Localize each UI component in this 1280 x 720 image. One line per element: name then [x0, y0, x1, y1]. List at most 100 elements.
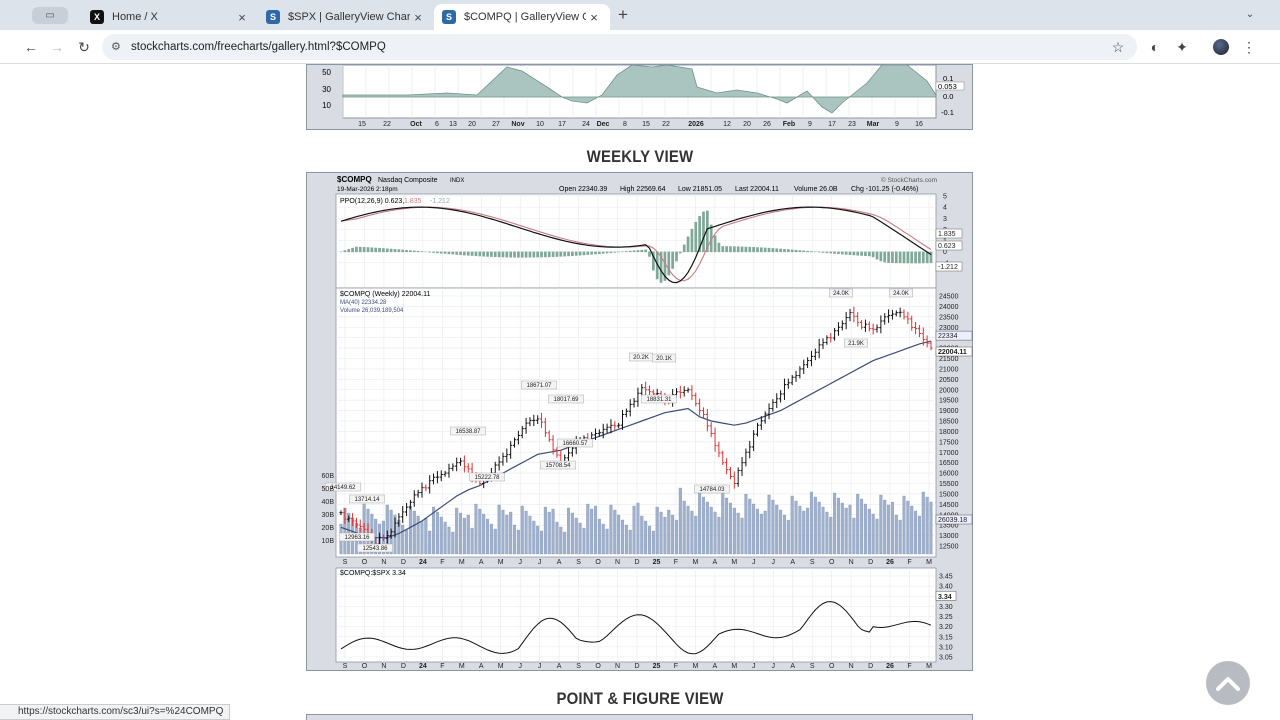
daily-x-label: 22 [383, 121, 391, 128]
price-tick: 24000 [939, 304, 959, 311]
weekly-x-label: A [479, 663, 484, 670]
ratio-label: $COMPQ:$SPX 3.34 [340, 570, 406, 577]
volume-bar [925, 496, 929, 555]
bookmark-star-icon[interactable]: ☆ [1111, 39, 1125, 55]
back-arrow-icon[interactable]: ← [24, 39, 38, 55]
tab-compq-gallery[interactable]: S $COMPQ | GalleryView Chart × [434, 4, 610, 30]
volume-bar [701, 496, 705, 555]
weekly-x-label: 24 [419, 559, 427, 566]
ppo-histogram-bar [628, 250, 632, 253]
volume-bar [887, 504, 891, 555]
ppo-histogram-bar [598, 251, 601, 254]
price-annotation: 18017.69 [553, 397, 579, 403]
new-tab-button[interactable]: + [618, 5, 628, 24]
ppo-histogram-bar [860, 251, 863, 256]
weekly-x-label: M [498, 663, 504, 670]
extensions-puzzle-icon[interactable]: ✦ [1176, 39, 1188, 55]
site-info-icon[interactable]: ⚙ [111, 41, 121, 53]
weekly-x-label: M [926, 559, 932, 566]
ppo-histogram-bar [925, 251, 929, 264]
x-logo-icon: X [90, 10, 104, 24]
close-tab-icon[interactable]: × [590, 9, 598, 25]
browser-menu-icon[interactable]: ⋮ [1242, 39, 1256, 55]
volume-bar [582, 527, 586, 555]
volume-bar [898, 519, 902, 555]
daily-x-label: 9 [895, 121, 899, 128]
reload-icon[interactable]: ↻ [78, 39, 90, 55]
tab-list-chevron-icon[interactable]: ⌄ [1245, 9, 1255, 20]
ppo-tick: 3 [943, 216, 947, 223]
ppo-histogram-bar [894, 251, 898, 264]
ppo-histogram-bar [605, 251, 609, 254]
ppo-histogram-bar [466, 251, 470, 256]
ppo-histogram-bar [378, 247, 381, 253]
tab-home-x[interactable]: X Home / X × [82, 4, 258, 30]
daily-x-label: Dec [597, 121, 610, 128]
volume-bar [470, 527, 474, 555]
ppo-histogram-bar [806, 250, 809, 253]
ppo-histogram-bar [736, 246, 740, 253]
ppo-histogram-bar [729, 246, 732, 253]
annotation-box [889, 288, 913, 298]
price-tag-box [935, 330, 973, 341]
ppo-histogram-bar [763, 247, 767, 253]
volume-bar [871, 513, 875, 555]
volume-bar [713, 511, 717, 555]
ppo-histogram-bar [705, 210, 709, 253]
weekly-x-label: M [692, 663, 698, 670]
profile-avatar[interactable] [1213, 39, 1229, 55]
volume-bar [717, 516, 721, 555]
chart-index-name: Nasdaq Composite [378, 177, 438, 184]
volume-bar [929, 501, 933, 555]
ppo-histogram-bar [879, 251, 883, 262]
volume-bar [817, 501, 821, 555]
volume-bar [794, 500, 798, 555]
volume-bar [902, 495, 906, 555]
close-tab-icon[interactable]: × [414, 9, 422, 25]
scroll-to-top-button[interactable] [1206, 661, 1250, 705]
ppo-histogram-bar [463, 251, 466, 256]
volume-tick: 30B [322, 512, 335, 519]
ppo-tick: 5 [943, 194, 947, 201]
volume-bar [651, 530, 655, 555]
ppo-histogram-bar [459, 251, 462, 256]
forward-arrow-icon[interactable]: → [50, 39, 64, 55]
ppo-histogram-bar [509, 251, 513, 258]
daily-right-tag: 0.053 [938, 82, 957, 91]
weekly-x-label: N [849, 663, 854, 670]
volume-bar [597, 518, 601, 555]
ratio-tag-box [935, 591, 957, 601]
tab-search-button[interactable]: ▭ [32, 7, 68, 24]
ppo-histogram-bar [343, 250, 347, 253]
address-bar[interactable]: ⚙ stockcharts.com/freecharts/gallery.htm… [102, 34, 1137, 60]
ppo-histogram-bar [455, 251, 459, 255]
ppo-histogram-bar [362, 247, 366, 253]
volume-bar [686, 505, 690, 555]
volume-bar [513, 524, 517, 555]
chevron-up-icon [1216, 677, 1240, 691]
price-tick: 19500 [939, 398, 959, 405]
ppo-histogram-bar [779, 248, 782, 253]
ppo-histogram-bar [366, 247, 370, 253]
price-annotation: 24.0K [833, 291, 849, 297]
extension-shield-icon[interactable]: ◐ [1150, 39, 1160, 55]
ppo-histogram-bar [590, 251, 594, 255]
ppo-histogram-bar [867, 251, 871, 257]
daily-x-label: 24 [582, 121, 590, 128]
weekly-x-label: F [440, 559, 444, 566]
daily-chart-panel[interactable]: 50 30 10 0.1 0.053 0.0 -0.1 15 22 Oct 6 13 20… [306, 64, 973, 130]
weekly-chart-panel[interactable]: $COMPQ Nasdaq Composite INDX 19-Mar-2026… [306, 172, 973, 671]
close-tab-icon[interactable]: × [238, 9, 246, 25]
price-tick: 23500 [939, 314, 959, 321]
ppo-tag-box [935, 228, 963, 239]
volume-tick: 40B [322, 499, 335, 506]
ppo-histogram-bar [563, 251, 567, 257]
weekly-x-label: 25 [653, 559, 661, 566]
tab-spx-gallery[interactable]: S $SPX | GalleryView Charts | S × [258, 4, 434, 30]
volume-bar [601, 523, 605, 555]
ratio-tick: 3.20 [939, 624, 953, 631]
weekly-x-label: A [557, 559, 562, 566]
volume-bar [906, 500, 910, 555]
volume-bar [744, 493, 748, 555]
ppo-histogram-bar [478, 251, 482, 257]
